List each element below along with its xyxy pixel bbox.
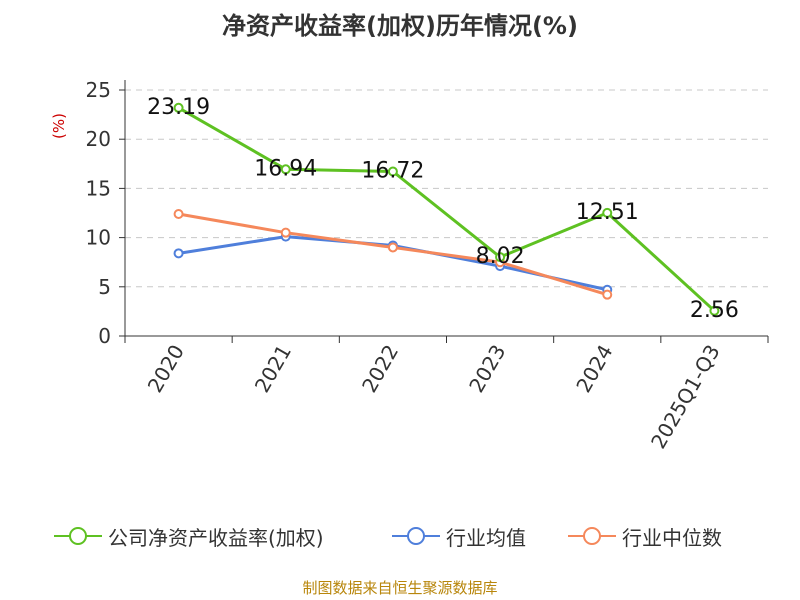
data-label: 12.51	[576, 200, 639, 225]
chart-title: 净资产收益率(加权)历年情况(%)	[222, 12, 578, 40]
data-point-series-2	[602, 289, 613, 300]
x-tick-label: 2024	[571, 341, 617, 397]
legend-label-company-roe: 公司净资产收益率(加权)	[108, 525, 324, 550]
data-point-series-0	[709, 305, 720, 316]
y-tick-label: 0	[98, 324, 111, 348]
data-point-series-0	[495, 252, 506, 263]
data-label: 16.94	[254, 156, 317, 181]
legend-marker-industry-average	[392, 527, 440, 545]
x-tick-label: 2023	[464, 341, 510, 397]
y-tick-label: 10	[86, 226, 111, 250]
legend-item-company-roe[interactable]: 公司净资产收益率(加权)	[54, 521, 324, 551]
data-point-series-2	[280, 227, 291, 238]
legend-marker-industry-median	[568, 527, 616, 545]
legend-item-industry-average[interactable]: 行业均值	[392, 521, 526, 551]
x-tick-label: 2022	[357, 341, 403, 397]
data-point-series-1	[173, 248, 184, 259]
legend: 公司净资产收益率(加权) 行业均值 行业中位数	[0, 521, 800, 551]
y-tick-label: 25	[86, 78, 111, 102]
legend-label-industry-average: 行业均值	[446, 525, 526, 550]
y-tick-label: 15	[86, 176, 111, 200]
y-axis-label: (%)	[50, 113, 68, 139]
series-line-2	[178, 212, 608, 297]
data-label: 16.72	[361, 158, 424, 183]
data-label: 8.02	[476, 244, 525, 269]
x-tick-label: 2020	[143, 341, 189, 397]
data-point-series-0	[280, 164, 291, 175]
legend-label-industry-median: 行业中位数	[622, 525, 722, 550]
x-tick-label: 2025Q1-Q3	[646, 341, 725, 453]
x-tick-label: 2021	[250, 341, 296, 397]
data-point-series-0	[602, 207, 613, 218]
data-point-series-2	[173, 208, 184, 219]
data-point-series-0	[173, 102, 184, 113]
data-source-note: 制图数据来自恒生聚源数据库	[302, 579, 498, 597]
legend-item-industry-median[interactable]: 行业中位数	[568, 521, 722, 551]
legend-marker-company-roe	[54, 527, 102, 545]
y-tick-label: 5	[98, 275, 111, 299]
data-label: 2.56	[690, 298, 739, 323]
y-tick-label: 20	[86, 127, 111, 151]
series-line-0	[177, 106, 716, 312]
data-point-series-2	[387, 242, 398, 253]
data-label: 23.19	[147, 95, 210, 120]
data-point-series-0	[387, 166, 398, 177]
